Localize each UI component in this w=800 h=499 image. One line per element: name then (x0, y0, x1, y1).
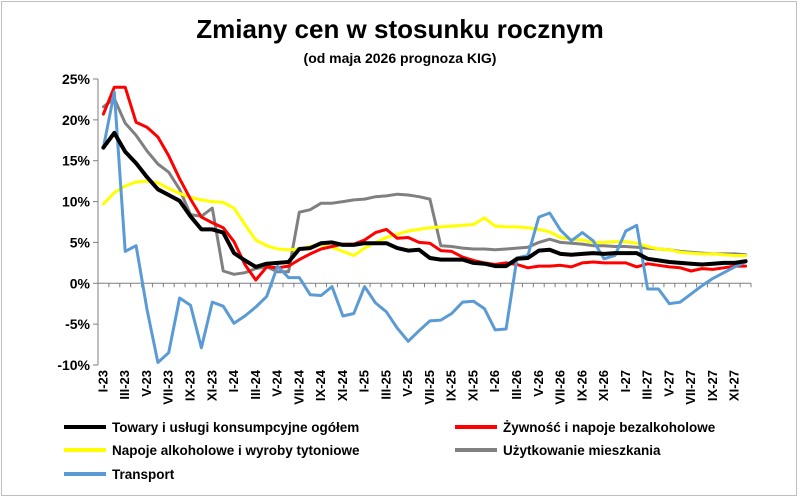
x-tick-label: III-27 (640, 370, 655, 400)
chart-title: Zmiany cen w stosunku rocznym (196, 14, 604, 44)
x-tick-label: IX-25 (444, 370, 459, 401)
x-tick-label: V-26 (531, 370, 546, 397)
x-tick-label: XI-26 (596, 370, 611, 401)
x-tick-label: IX-27 (705, 370, 720, 401)
legend-swatch (64, 472, 106, 476)
legend-swatch (64, 425, 106, 429)
y-tick-label: -10% (57, 357, 90, 373)
x-tick-label: I-24 (226, 369, 241, 392)
x-tick-label: III-23 (117, 370, 132, 400)
x-tick-label: V-25 (400, 370, 415, 397)
x-tick-label: III-25 (378, 370, 393, 400)
x-tick-label: VII-24 (291, 369, 306, 404)
x-tick-label: VII-25 (422, 370, 437, 405)
legend-swatch (64, 448, 106, 452)
x-tick-label: XI-27 (727, 370, 742, 401)
y-tick-label: -5% (65, 316, 90, 332)
series-line (101, 130, 748, 269)
legend-item: Transport (64, 465, 174, 483)
x-tick-label: III-26 (509, 370, 524, 400)
legend-swatch (455, 425, 497, 429)
legend-label: Transport (112, 466, 175, 482)
x-tick-label: VII-26 (553, 370, 568, 405)
x-tick-label: XI-23 (204, 370, 219, 401)
legend-label: Użytkowanie mieszkania (503, 442, 661, 458)
x-tick-label: VII-27 (683, 370, 698, 405)
x-tick-label: I-23 (95, 370, 110, 392)
series-line (101, 85, 748, 282)
x-tick-label: XI-25 (465, 370, 480, 401)
legend-item: Napoje alkoholowe i wyroby tytoniowe (64, 441, 360, 459)
x-tick-label: I-27 (618, 370, 633, 392)
x-tick-label: I-26 (487, 370, 502, 392)
x-tick-label: III-24 (248, 369, 263, 399)
chart-subtitle: (od maja 2026 prognoza KIG) (303, 50, 497, 66)
y-tick-label: 5% (70, 234, 91, 250)
y-tick-label: 0% (70, 275, 91, 291)
y-tick-label: 15% (62, 153, 91, 169)
x-tick-label: V-27 (661, 370, 676, 397)
x-tick-label: VII-23 (161, 370, 176, 405)
legend-item: Żywność i napoje bezalkoholowe (455, 418, 715, 436)
x-tick-label: XI-24 (335, 369, 350, 401)
x-tick-label: IX-24 (313, 369, 328, 401)
y-tick-label: 10% (62, 194, 91, 210)
series-line (101, 179, 748, 257)
legend-label: Towary i usługi konsumpcyjne ogółem (112, 419, 360, 435)
series-line (101, 97, 748, 276)
legend-item: Towary i usługi konsumpcyjne ogółem (64, 418, 359, 436)
x-tick-label: I-25 (357, 370, 372, 392)
legend-item: Użytkowanie mieszkania (455, 441, 661, 459)
series-line (101, 90, 748, 364)
y-tick-label: 25% (62, 71, 91, 87)
y-tick-label: 20% (62, 112, 91, 128)
legend-label: Napoje alkoholowe i wyroby tytoniowe (112, 442, 360, 458)
x-tick-label: V-24 (270, 369, 285, 397)
x-tick-label: IX-26 (574, 370, 589, 401)
x-tick-label: IX-23 (183, 370, 198, 401)
legend-label: Żywność i napoje bezalkoholowe (503, 419, 716, 435)
legend-swatch (455, 448, 497, 452)
x-tick-label: V-23 (139, 370, 154, 397)
